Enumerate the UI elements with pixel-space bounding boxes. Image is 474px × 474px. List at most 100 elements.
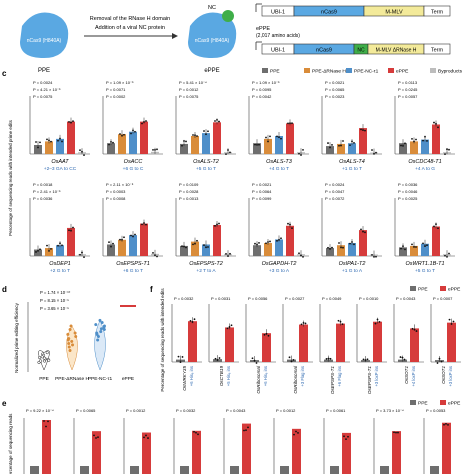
- bar-eppe: [42, 420, 51, 474]
- legend-label: Byproducts: [438, 69, 463, 75]
- bar-ppe-δrnase h: [191, 241, 199, 256]
- legend-swatch: [440, 286, 446, 291]
- data-point: [448, 318, 451, 321]
- data-point: [230, 324, 233, 327]
- ncas9-label: nCas9: [321, 10, 337, 16]
- data-point: [193, 430, 195, 433]
- gene-label: OsIPA1-T2: [339, 261, 366, 267]
- data-point: [179, 361, 182, 364]
- p-value-label: P = 9.22 × 10⁻⁴: [26, 408, 54, 413]
- edit-label: +2 G to T: [50, 268, 70, 274]
- subchart-e: P = 0.0012: [123, 408, 151, 474]
- data-point: [452, 320, 455, 323]
- subchart-oscdc48-t1: P = 0.0113 P = 0.0245 P = 0.0057 OsCDC48-T1…: [394, 80, 455, 172]
- data-point: [67, 345, 71, 349]
- data-point: [331, 144, 333, 146]
- legend-swatch: [410, 400, 416, 405]
- gene-label: OsCDC48-T1: [408, 159, 441, 165]
- data-point: [440, 360, 443, 363]
- data-point: [70, 343, 75, 347]
- data-point: [278, 238, 280, 241]
- subchart-f: P = 0.0056 OsRibosomal +6 His₆ ins: [245, 296, 276, 394]
- data-point: [93, 434, 95, 437]
- bar-ppe: [180, 466, 189, 474]
- data-point: [411, 327, 414, 330]
- nc-block-label: NC: [357, 48, 365, 54]
- data-point: [269, 240, 271, 243]
- data-point: [59, 242, 61, 245]
- data-point: [185, 140, 187, 143]
- subchart-e: P = 9.22 × 10⁻⁴: [23, 408, 54, 474]
- data-point: [399, 356, 402, 358]
- legend-label: PPE: [418, 287, 428, 293]
- data-point: [228, 326, 231, 328]
- data-point: [435, 122, 437, 125]
- data-point: [134, 130, 136, 133]
- data-point: [50, 140, 52, 143]
- bar-eppe: [359, 230, 367, 256]
- bar-ppe: [180, 245, 188, 256]
- subchart-f: P = 0.0043 OsSOT1 +4 loxP ins: [393, 296, 424, 387]
- eppe-label: ePPE: [204, 68, 219, 74]
- bar-ppe-nc-τ1: [421, 139, 429, 154]
- data-point: [152, 252, 154, 254]
- data-point: [325, 358, 328, 360]
- p-value-label: P = 0.0032: [176, 408, 196, 413]
- p-value-label: P = 0.0095: [252, 87, 272, 92]
- data-point: [413, 328, 416, 331]
- data-point: [450, 323, 453, 325]
- p-value-label: P = 0.0042: [252, 94, 272, 99]
- data-point: [154, 148, 156, 151]
- p-value-label: P = 0.0025: [398, 196, 418, 201]
- legend-label: PPE: [418, 401, 428, 407]
- gene-label: OsACC: [124, 159, 143, 165]
- legend-swatch: [304, 68, 310, 73]
- data-point: [256, 143, 258, 146]
- p-value-label: P = 2.11 × 10⁻⁵: [106, 182, 134, 187]
- edit-label: +3 loxP ins: [448, 366, 453, 387]
- data-point: [197, 433, 199, 436]
- data-point: [443, 423, 445, 426]
- data-point: [96, 334, 100, 339]
- data-point: [411, 137, 413, 140]
- data-point: [415, 246, 417, 248]
- data-point: [134, 233, 136, 236]
- data-point: [74, 334, 78, 339]
- data-point: [145, 434, 147, 437]
- bar-ppe-δrnase h: [264, 138, 272, 154]
- data-point: [79, 253, 81, 256]
- data-point: [300, 323, 303, 326]
- edit-label: +6 Flag ins: [337, 366, 342, 387]
- data-point: [181, 144, 183, 147]
- data-point: [329, 146, 331, 149]
- data-point: [214, 120, 216, 122]
- p-value-label: P = 0.0003: [106, 189, 126, 194]
- data-point: [424, 245, 426, 247]
- data-point: [192, 243, 194, 246]
- p-value-label: P = 0.0036: [33, 196, 53, 201]
- p-value-label: P = 0.0013: [179, 196, 199, 201]
- subchart-osals-t4: P = 0.0021 P = 0.0065 P = 0.0023 OsALS-T4+1…: [321, 80, 382, 172]
- data-point: [337, 319, 340, 322]
- subchart-f: P = 0.0010 OsEPSPS-T1 +3 loxP ins: [356, 296, 387, 394]
- bar-ppe-δrnase h: [337, 143, 345, 154]
- data-point: [349, 144, 351, 147]
- p-value-label: P = 0.0023: [325, 94, 345, 99]
- data-point: [147, 437, 149, 439]
- mmlv-label: M-MLV: [385, 10, 403, 16]
- p-value-label: P = 0.0036: [398, 182, 418, 187]
- edit-label: +6 G to T: [123, 268, 143, 274]
- p-value-label: P = 0.0008: [106, 196, 126, 201]
- legend-swatch: [262, 68, 268, 73]
- subchart-osacc: P = 1.09 × 10⁻⁵ P = 0.0071 P = 0.0002 OsACC…: [102, 80, 163, 172]
- data-point: [245, 429, 247, 432]
- data-point: [98, 318, 102, 322]
- data-point: [444, 153, 446, 156]
- bar-eppe: [140, 223, 148, 256]
- legend-swatch: [388, 68, 394, 73]
- bar-ppe-nc-τ1: [129, 131, 137, 154]
- data-point: [141, 122, 143, 125]
- data-point: [276, 239, 278, 242]
- bar-ppe-δrnase h: [410, 141, 418, 154]
